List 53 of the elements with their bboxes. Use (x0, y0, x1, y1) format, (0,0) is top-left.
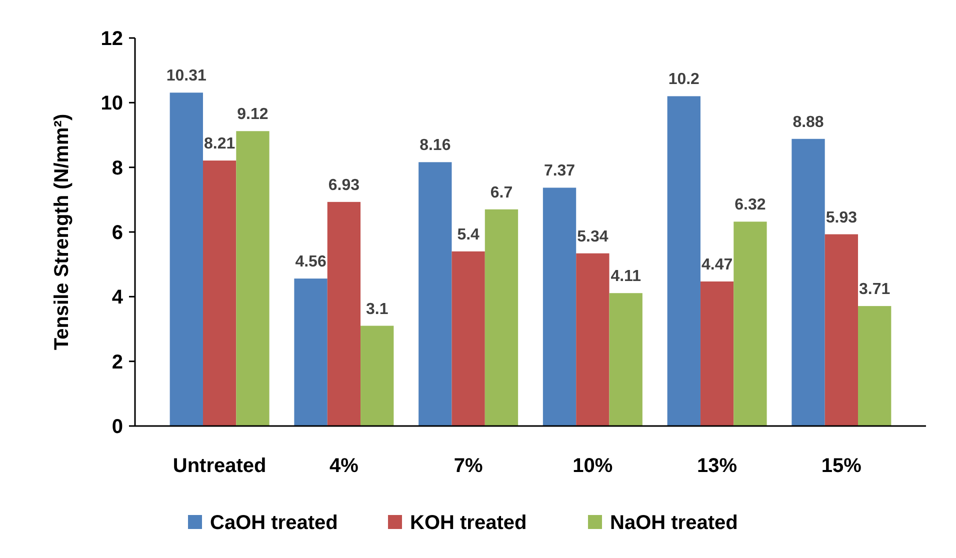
bar (170, 92, 203, 426)
bar (792, 138, 825, 426)
bar (484, 209, 518, 426)
y-tick-label: 6 (112, 222, 123, 244)
y-axis-title: Tensile Strength (N/mm²) (51, 114, 73, 350)
data-label: 10.31 (166, 68, 207, 85)
bar (734, 222, 767, 426)
x-tick-label: 13% (697, 455, 738, 477)
data-label: 8.88 (792, 114, 824, 131)
bar (418, 162, 452, 426)
data-label: 9.12 (237, 106, 268, 124)
bar (576, 253, 610, 426)
y-tick-label: 10 (100, 92, 123, 115)
data-label: 6.93 (328, 176, 360, 194)
data-label: 4.47 (701, 256, 733, 274)
y-tick-label: 4 (112, 286, 124, 309)
bar (824, 234, 858, 426)
data-label: 7.37 (544, 162, 576, 180)
x-tick-label: 15% (821, 455, 862, 477)
bar (452, 251, 485, 426)
bar (294, 278, 328, 426)
legend-label: KOH treated (410, 512, 527, 534)
data-label: 6.32 (734, 196, 766, 214)
y-tick-label: 8 (112, 157, 123, 180)
bar (609, 293, 642, 426)
bar (700, 281, 734, 426)
data-label: 6.7 (490, 184, 513, 202)
y-tick-label: 12 (100, 28, 123, 50)
data-label: 5.34 (577, 228, 608, 246)
bar (858, 306, 892, 426)
y-tick-label: 2 (112, 351, 123, 374)
bar (360, 326, 394, 426)
data-label: 5.93 (826, 209, 858, 226)
data-label: 3.71 (859, 281, 890, 298)
x-tick-label: 4% (329, 455, 359, 477)
x-tick-label: Untreated (172, 455, 266, 477)
data-label: 5.4 (457, 226, 480, 244)
legend-label: NaOH treated (610, 512, 738, 534)
x-tick-label: 7% (454, 455, 483, 477)
data-label: 4.11 (610, 268, 642, 286)
data-label: 3.1 (366, 300, 388, 318)
data-label: 8.16 (420, 137, 451, 154)
data-label: 8.21 (204, 136, 236, 153)
bar (236, 131, 270, 426)
bar (667, 96, 700, 426)
data-label: 4.56 (295, 254, 326, 271)
x-tick-label: 10% (572, 455, 613, 477)
bar (542, 188, 576, 426)
legend-label: CaOH treated (210, 512, 338, 534)
bar (202, 160, 236, 426)
bar (327, 202, 361, 426)
y-tick-label: 0 (112, 416, 123, 438)
data-label: 10.2 (668, 71, 700, 88)
